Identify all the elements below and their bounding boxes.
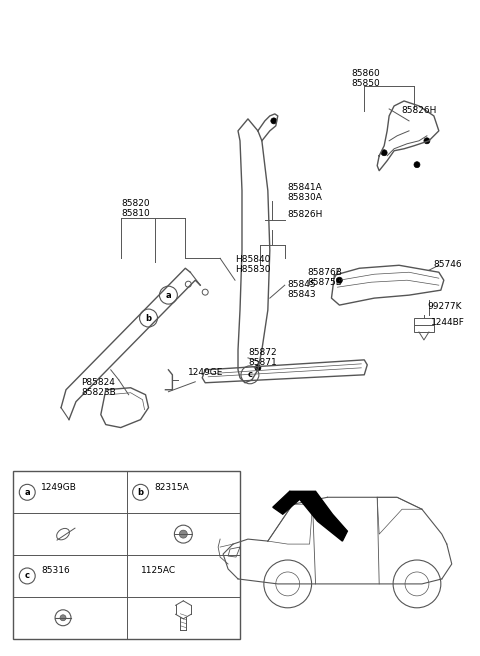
Text: 85826H: 85826H: [288, 211, 323, 220]
Text: a: a: [166, 291, 171, 300]
Circle shape: [424, 138, 430, 144]
Text: c: c: [248, 370, 252, 379]
Text: H85840: H85840: [235, 255, 270, 264]
Text: 85820: 85820: [121, 199, 150, 207]
Circle shape: [381, 150, 387, 155]
Text: 85841A: 85841A: [288, 182, 323, 192]
Text: 1249GB: 1249GB: [41, 483, 77, 492]
Text: 85830A: 85830A: [288, 193, 323, 201]
Text: 85843: 85843: [288, 290, 316, 299]
Text: 85845: 85845: [288, 280, 316, 289]
Circle shape: [414, 162, 420, 168]
Text: 1249GE: 1249GE: [188, 368, 224, 377]
Ellipse shape: [180, 530, 187, 538]
Circle shape: [336, 277, 342, 283]
Text: 85876B: 85876B: [308, 268, 343, 277]
Polygon shape: [273, 491, 300, 514]
Text: 82315A: 82315A: [155, 483, 189, 492]
Text: 85826H: 85826H: [401, 106, 436, 115]
Text: H85830: H85830: [235, 265, 271, 274]
Text: 85316: 85316: [41, 567, 70, 575]
Circle shape: [271, 118, 277, 124]
Polygon shape: [290, 491, 348, 541]
Text: 85850: 85850: [351, 79, 380, 88]
Text: 85875B: 85875B: [308, 278, 343, 287]
Text: 1244BF: 1244BF: [431, 318, 465, 327]
Text: P85824: P85824: [81, 378, 115, 387]
Text: 85860: 85860: [351, 69, 380, 78]
Ellipse shape: [60, 615, 66, 621]
Text: b: b: [138, 488, 144, 497]
Text: 85871: 85871: [248, 358, 276, 367]
Text: 85746: 85746: [434, 260, 463, 269]
Text: 99277K: 99277K: [427, 302, 461, 311]
Text: 85872: 85872: [248, 348, 276, 357]
Text: 1125AC: 1125AC: [141, 567, 176, 575]
Text: c: c: [25, 571, 30, 581]
Text: 85823B: 85823B: [81, 388, 116, 397]
Circle shape: [255, 365, 261, 371]
Text: 85810: 85810: [121, 209, 150, 218]
Text: a: a: [24, 488, 30, 497]
Text: b: b: [145, 314, 152, 323]
